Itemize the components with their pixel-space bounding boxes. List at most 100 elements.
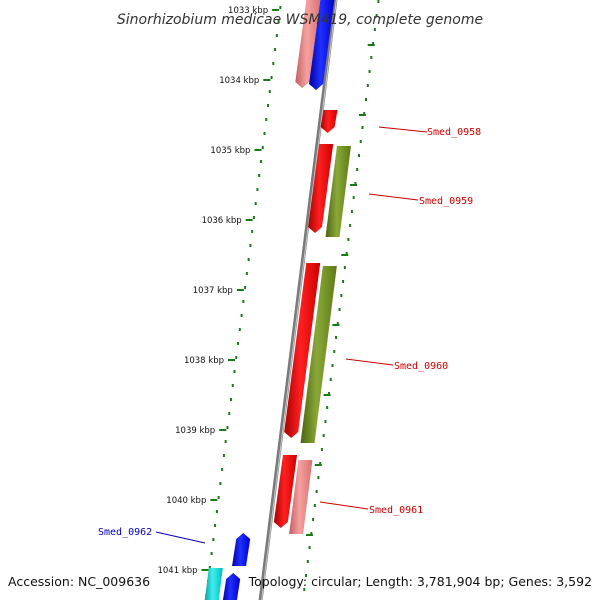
rail-dot-right [349,224,352,227]
leader-line-smed-0961 [319,501,369,510]
rail-dot-left [265,118,268,121]
rail-dot-right [310,532,313,535]
gene-arrow[interactable] [300,266,337,443]
rail-dot-right [306,560,309,563]
rail-dot-left [212,538,215,541]
rail-dot-right [303,588,306,591]
rail-dot-left [219,482,222,485]
rail-dot-right [352,196,355,199]
rail-dot-left [222,454,225,457]
rail-dot-left [274,48,277,51]
gene-arrow[interactable] [320,110,338,133]
accession-text: Accession: NC_009636 [8,574,150,589]
rail-dot-right [359,140,362,143]
rail-dot-right [363,112,366,115]
rail-dot-left [233,370,236,373]
gene-label-smed-0962[interactable]: Smed_0962 [98,527,152,538]
rail-dot-right [377,0,380,3]
rail-dot-right [317,476,320,479]
tick-label: 1037 kbp [193,286,233,296]
genome-backbone [258,0,338,600]
rail-dot-right [340,294,343,297]
gene-arrow[interactable] [222,573,241,600]
leader-line-smed-0958 [378,126,428,133]
rail-dot-left [261,146,264,149]
gene-arrow[interactable] [308,144,334,233]
rail-dot-right [356,168,359,171]
rail-dot-left [279,6,282,9]
rail-dot-right [350,210,353,213]
rail-dot-left [229,398,232,401]
gene-arrow[interactable] [232,533,251,566]
rail-dot-left [244,286,247,289]
rail-dot-left [259,160,262,163]
rail-dot-right [354,182,357,185]
rail-dot-left [224,440,227,443]
rail-dot-right [327,392,330,395]
rail-dot-right [361,126,364,129]
rail-dot-left [245,272,248,275]
gene-arrow[interactable] [295,0,321,88]
tick-label: 1034 kbp [219,76,259,86]
kbp-ticks: 1033 kbp 1034 kbp 1035 kbp 1036 kbp 1037 kbp… [157,6,375,576]
gene-label-leaders [155,126,428,544]
gene-label-smed-0959[interactable]: Smed_0959 [419,196,473,207]
rail-dot-right [347,238,350,241]
rail-dot-left [210,552,213,555]
rail-dot-left [272,62,275,65]
gene-label-smed-0961[interactable]: Smed_0961 [369,505,423,516]
rail-dot-right [345,252,348,255]
rail-dot-left [247,258,250,261]
rail-dot-left [256,188,259,191]
rail-dot-right [370,56,373,59]
rail-dot-right [320,448,323,451]
rail-dot-left [235,356,238,359]
tick-label: 1038 kbp [184,356,224,366]
rail-dot-left [275,34,278,37]
rail-dot-right [333,350,336,353]
genome-backbone-highlight [261,0,337,600]
rail-dot-left [251,230,254,233]
gene-arrow[interactable] [289,460,313,534]
rail-dot-right [331,364,334,367]
rail-dot-left [252,216,255,219]
rail-dot-left [254,202,257,205]
gene-arrow[interactable] [309,0,335,90]
rail-dot-right [315,490,318,493]
tick-label: 1036 kbp [202,216,242,226]
rail-dot-right [329,378,332,381]
rail-dot-left [208,566,211,569]
rail-dot-right [357,154,360,157]
rail-dot-left [231,384,234,387]
gene-label-smed-0958[interactable]: Smed_0958 [427,127,481,138]
rail-dot-left [215,510,218,513]
rail-dot-right [308,546,311,549]
rail-dot-right [313,504,316,507]
rail-dot-right [342,280,345,283]
rail-dot-left [268,90,271,93]
leader-line-smed-0960 [345,358,394,366]
gene-arrow[interactable] [204,568,223,600]
tick-label: 1039 kbp [175,426,215,436]
rail-dot-right [305,574,308,577]
rail-dot-left [240,314,243,317]
leader-line-smed-0962 [155,531,206,544]
rail-dot-right [372,42,375,45]
rail-dot-left [221,468,224,471]
rail-dot-right [343,266,346,269]
rail-dot-right [365,98,368,101]
gene-arrow[interactable] [325,146,351,237]
map-title: Sinorhizobium medicae WSM419, complete g… [117,12,483,28]
rail-dot-right [373,28,376,31]
gene-arrow[interactable] [273,455,298,528]
gene-arrow[interactable] [284,263,321,438]
rail-dot-left [249,244,252,247]
rail-dot-left [238,328,241,331]
rail-dot-left [270,76,273,79]
rail-dot-right [375,14,378,17]
rail-dot-right [335,336,338,339]
gene-label-smed-0960[interactable]: Smed_0960 [394,361,448,372]
rail-dot-right [322,434,325,437]
rail-dot-right [326,406,329,409]
